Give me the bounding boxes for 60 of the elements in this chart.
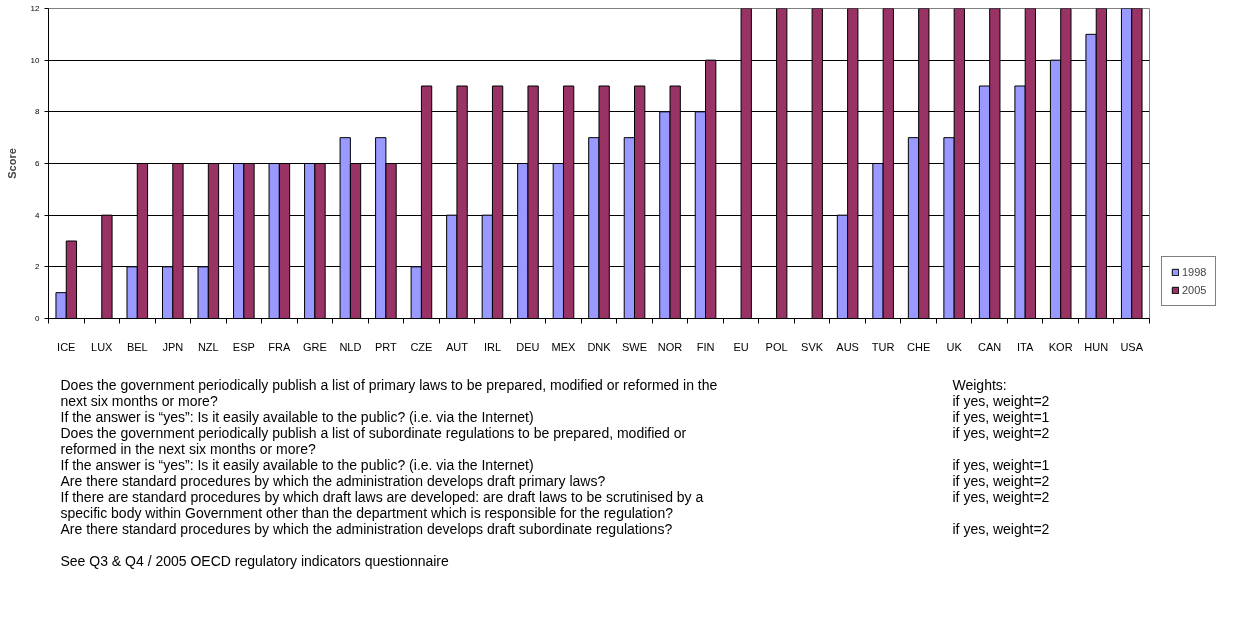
x-tick-label: CAN — [978, 340, 1002, 353]
x-tick-label: CZE — [410, 340, 433, 353]
x-tick-label: ICE — [57, 340, 76, 353]
x-tick-label: KOR — [1048, 340, 1073, 353]
x-tick-label: USA — [1120, 340, 1144, 353]
text: reformed in the next six months or more? — [60, 440, 316, 457]
x-tick-label: ESP — [232, 340, 255, 353]
text: if yes, weight=2 — [952, 520, 1050, 537]
x-tick-label: NLD — [339, 340, 362, 353]
text: If there are standard procedures by which draft laws are developed: are draft laws to be scrutinised by a — [60, 488, 704, 505]
x-tick-label: TUR — [871, 340, 895, 353]
x-tick-label: NOR — [657, 340, 683, 353]
x-tick-label: HUN — [1084, 340, 1109, 353]
text: See Q3 & Q4 / 2005 OECD regulatory indicators questionnaire — [60, 552, 450, 569]
x-tick-label: EU — [733, 340, 749, 353]
y-axis-title: Score — [5, 148, 18, 179]
y-tick-label: 10 — [30, 55, 41, 65]
x-tick-label: CHE — [907, 340, 931, 353]
legend-label: 1998 — [1182, 266, 1207, 278]
y-tick-label: 0 — [35, 314, 41, 323]
x-tick-label: DNK — [587, 340, 612, 353]
y-tick-label: 2 — [35, 262, 41, 272]
x-tick-label: SVK — [801, 340, 824, 353]
text: Does the government periodically publish a list of primary laws to be prepared, modified or reformed in the — [60, 376, 718, 393]
x-tick-label: JPN — [162, 340, 184, 353]
x-tick-label: IRL — [483, 340, 502, 353]
x-tick-label: GRE — [302, 340, 327, 353]
x-tick-label: AUS — [836, 340, 859, 353]
text: if yes, weight=2 — [952, 472, 1050, 489]
y-tick-label: 12 — [30, 4, 41, 13]
x-tick-label: BEL — [126, 340, 148, 353]
text: Weights: — [952, 376, 1007, 393]
y-tick-label: 6 — [35, 159, 41, 168]
x-tick-label: AUT — [445, 340, 469, 353]
text: Does the government periodically publish a list of subordinate regulations to be prepared, modified or — [60, 424, 687, 441]
text: Are there standard procedures by which the administration develops draft primary laws? — [60, 472, 606, 489]
text: next six months or more? — [60, 392, 218, 409]
text: specific body within Government other than the department which is responsible for the regulation? — [60, 504, 674, 521]
text: if yes, weight=1 — [952, 456, 1050, 473]
text: If the answer is “yes”: Is it easily available to the public? (i.e. via the Internet) — [60, 456, 534, 473]
x-tick-label: DEU — [516, 340, 540, 353]
x-tick-label: POL — [765, 340, 788, 353]
x-tick-label: FRA — [268, 340, 292, 353]
x-tick-label: NZL — [197, 340, 219, 353]
text: if yes, weight=2 — [952, 392, 1050, 409]
y-tick-label: 8 — [35, 107, 41, 117]
text: If the answer is “yes”: Is it easily available to the public? (i.e. via the Internet) — [60, 408, 534, 425]
y-tick-label: 4 — [35, 210, 41, 220]
text: if yes, weight=2 — [952, 488, 1050, 505]
x-tick-label: PRT — [375, 340, 398, 353]
x-tick-label: ITA — [1017, 340, 1034, 353]
x-tick-label: MEX — [551, 340, 577, 353]
x-tick-label: FIN — [696, 340, 715, 353]
legend-label: 2005 — [1182, 284, 1207, 296]
x-tick-label: UK — [946, 340, 963, 353]
text: Are there standard procedures by which the administration develops draft subordinate regulations? — [60, 520, 673, 537]
x-tick-label: SWE — [621, 340, 648, 353]
text: if yes, weight=1 — [952, 408, 1050, 425]
text: if yes, weight=2 — [952, 424, 1050, 441]
x-tick-label: LUX — [91, 340, 114, 353]
